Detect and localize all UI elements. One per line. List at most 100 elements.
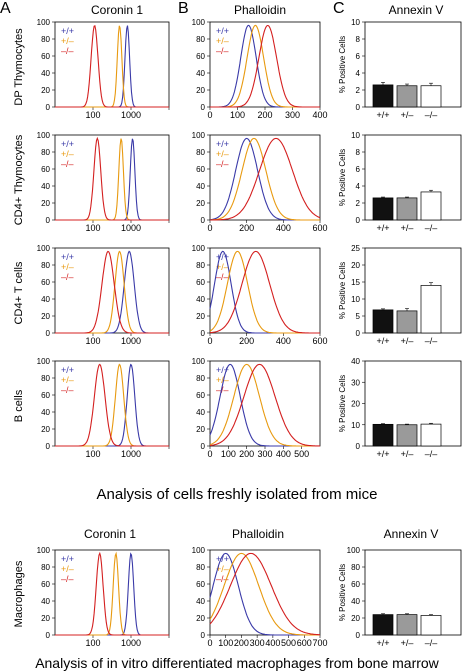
y-tick-label: 4	[356, 69, 361, 78]
legend-entry: +/+	[61, 365, 74, 375]
legend-entry: +/+	[61, 554, 74, 564]
y-tick-label: 20	[351, 400, 360, 409]
y-tick-label: 30	[351, 378, 360, 387]
y-tick-label: 100	[347, 546, 361, 555]
histogram-curve-ko	[210, 24, 320, 108]
y-tick-label: 0	[46, 329, 51, 338]
legend-entry: –/–	[216, 272, 229, 282]
x-tick-label: 400	[276, 223, 291, 233]
bar-het	[396, 85, 418, 108]
x-tick-label: 600	[312, 336, 327, 346]
column-title-annexin-macrophage: Annexin V	[384, 527, 439, 541]
bar-ko	[420, 191, 442, 221]
y-tick-label: 20	[196, 86, 205, 95]
y-tick-label: 0	[201, 103, 206, 112]
y-tick-label: 20	[196, 425, 205, 434]
y-tick-label: 100	[192, 546, 206, 555]
x-tick-label: 200	[234, 638, 249, 648]
y-tick-label: 0	[356, 103, 361, 112]
bar-ko	[420, 615, 442, 636]
x-tick-label: 600	[297, 638, 312, 648]
legend-entry: +/–	[216, 36, 229, 46]
x-tick-label: 1000	[121, 223, 141, 233]
y-tick-label: 20	[351, 261, 360, 270]
y-tick-label: 5	[356, 312, 361, 321]
y-axis-label: % Positive Cells	[338, 375, 347, 432]
y-tick-label: 6	[356, 165, 361, 174]
y-tick-label: 10	[351, 295, 360, 304]
y-tick-label: 60	[196, 580, 205, 589]
y-axis-label: % Positive Cells	[338, 564, 347, 621]
y-tick-label: 0	[356, 631, 361, 640]
y-tick-label: 60	[196, 52, 205, 61]
y-tick-label: 20	[41, 614, 50, 623]
histogram-curve-ko	[55, 24, 169, 108]
y-tick-label: 100	[37, 131, 51, 140]
x-tick-label: 100	[230, 110, 245, 120]
x-tick-label: 100	[221, 449, 236, 459]
y-tick-label: 60	[41, 52, 50, 61]
legend-entry: –/–	[216, 385, 229, 395]
x-tick-label: 400	[312, 110, 327, 120]
y-tick-label: 20	[41, 425, 50, 434]
bar-wt	[372, 197, 394, 221]
legend-entry: +/+	[216, 554, 229, 564]
bar-het	[396, 424, 418, 447]
y-tick-label: 60	[41, 165, 50, 174]
y-tick-label: 0	[201, 216, 206, 225]
y-tick-label: 10	[351, 131, 360, 140]
bar-het	[396, 614, 418, 636]
legend-entry: –/–	[216, 574, 229, 584]
column-title-annexin: Annexin V	[389, 3, 444, 17]
x-tick-label: 300	[257, 449, 272, 459]
histogram-curve-het	[210, 137, 320, 221]
x-tick-label: 700	[312, 638, 327, 648]
bar-category-label: +/+	[376, 336, 389, 346]
y-tick-label: 0	[201, 442, 206, 451]
y-tick-label: 2	[356, 86, 361, 95]
y-tick-label: 60	[351, 580, 360, 589]
x-tick-label: 400	[276, 449, 291, 459]
histogram-panel: 0 20 40 60 80 100 100 1000 +/++/––/–	[37, 18, 170, 120]
bar-ko	[420, 423, 442, 447]
bar-category-label: –/–	[425, 638, 438, 648]
legend-entry: +/+	[61, 252, 74, 262]
x-tick-label: 300	[285, 110, 300, 120]
x-tick-label: 200	[257, 110, 272, 120]
x-tick-label: 0	[207, 638, 212, 648]
bar-panel: 0 2 4 6 8 10 % Positive Cells +/+ +/– –/–	[338, 131, 462, 233]
y-tick-label: 80	[41, 261, 50, 270]
y-tick-label: 60	[41, 278, 50, 287]
y-tick-label: 0	[46, 631, 51, 640]
x-tick-label: 100	[85, 223, 100, 233]
legend-entry: –/–	[61, 46, 74, 56]
histogram-curve-het	[209, 363, 320, 447]
legend-entry: +/+	[61, 26, 74, 36]
x-tick-label: 0	[207, 449, 212, 459]
y-tick-label: 0	[46, 442, 51, 451]
column-title-coronin: Coronin 1	[91, 3, 143, 17]
y-tick-label: 80	[41, 148, 50, 157]
x-tick-label: 500	[281, 638, 296, 648]
y-tick-label: 40	[196, 69, 205, 78]
y-axis-label: % Positive Cells	[338, 262, 347, 319]
y-tick-label: 80	[196, 374, 205, 383]
x-tick-label: 100	[85, 638, 100, 648]
column-title-phalloidin: Phalloidin	[234, 3, 286, 17]
x-tick-label: 1000	[121, 336, 141, 346]
legend-entry: +/–	[216, 564, 229, 574]
x-tick-label: 0	[207, 336, 212, 346]
y-tick-label: 15	[351, 278, 360, 287]
x-tick-label: 1000	[121, 449, 141, 459]
bar-category-label: +/–	[401, 110, 414, 120]
bar-category-label: +/+	[376, 223, 389, 233]
y-tick-label: 8	[356, 35, 361, 44]
row-label-cd4-thymocytes: CD4+ Thymocytes	[13, 134, 25, 225]
y-tick-label: 40	[196, 408, 205, 417]
legend-entry: +/–	[216, 375, 229, 385]
bar-category-label: +/–	[401, 223, 414, 233]
y-tick-label: 6	[356, 52, 361, 61]
histogram-panel: 0 20 40 60 80 100 100 1000 +/++/––/–	[37, 244, 170, 346]
